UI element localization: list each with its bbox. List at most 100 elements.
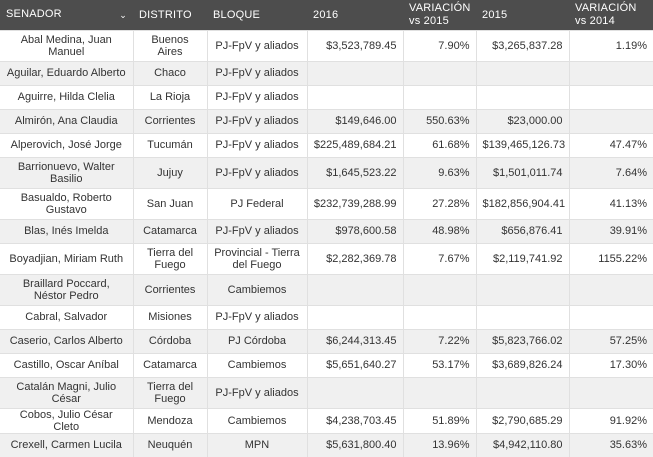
distrito-cell: San Juan [133,187,208,219]
table-row: Barrionuevo, Walter Basilio Jujuy PJ-FpV y… [0,156,653,188]
variacion-2015-cell: 7.22% [403,328,477,353]
value-2015-cell: $4,942,110.80 [476,432,570,457]
variacion-2014-cell [569,376,653,408]
variacion-2014-cell: 41.13% [569,187,653,219]
variacion-2014-cell [569,108,653,133]
column-header-distrito[interactable]: DISTRITO [139,8,192,21]
variacion-2015-cell: 550.63% [403,108,477,133]
variacion-2015-cell: 7.90% [403,29,477,61]
value-2015-cell [476,60,570,85]
value-2016-cell: $2,282,369.78 [307,242,404,274]
chevron-down-icon[interactable]: ⌄ [119,10,127,21]
senador-cell: Blas, Inés Imelda [0,218,134,243]
value-2016-cell: $232,739,288.99 [307,187,404,219]
table-row: Aguilar, Eduardo Alberto Chaco PJ-FpV y al… [0,60,653,85]
value-2015-cell: $5,823,766.02 [476,328,570,353]
variacion-2015-cell: 7.67% [403,242,477,274]
distrito-cell: Mendoza [133,407,208,433]
variacion-2015-cell: 48.98% [403,218,477,243]
variacion-2015-cell: 51.89% [403,407,477,433]
variacion-2014-cell [569,60,653,85]
column-header-bloque[interactable]: BLOQUE [213,8,261,21]
bloque-cell: PJ-FpV y aliados [207,218,308,243]
bloque-cell: PJ-FpV y aliados [207,29,308,61]
value-2016-cell [307,376,404,408]
value-2016-cell [307,84,404,109]
table-row: Abal Medina, Juan Manuel Buenos Aires PJ-F… [0,29,653,61]
value-2015-cell: $2,119,741.92 [476,242,570,274]
distrito-cell: La Rioja [133,84,208,109]
table-row: Cobos, Julio César Cleto Mendoza Cambiemos… [0,407,653,433]
value-2015-cell: $182,856,904.41 [476,187,570,219]
value-2016-cell [307,304,404,329]
variacion-2014-cell: 1155.22% [569,242,653,274]
bloque-cell: Cambiemos [207,407,308,433]
table-row: Caserio, Carlos Alberto Córdoba PJ Córdoba… [0,328,653,353]
variacion-2014-cell [569,273,653,305]
bloque-cell: Provincial - Tierra del Fuego [207,242,308,274]
variacion-2015-cell [403,60,477,85]
table-row: Catalán Magni, Julio César Tierra del Fue… [0,376,653,408]
distrito-cell: Buenos Aires [133,29,208,61]
senador-cell: Alperovich, José Jorge [0,132,134,157]
variacion-2015-cell [403,304,477,329]
variacion-2014-cell: 35.63% [569,432,653,457]
table-header-row: SENADOR ⌄ DISTRITO BLOQUE 2016 VARIACIÓN… [0,0,653,30]
senador-cell: Basualdo, Roberto Gustavo [0,187,134,219]
distrito-cell: Tierra del Fuego [133,242,208,274]
value-2016-cell: $978,600.58 [307,218,404,243]
senador-cell: Boyadjian, Miriam Ruth [0,242,134,274]
value-2016-cell: $5,631,800.40 [307,432,404,457]
variacion-2015-cell [403,273,477,305]
distrito-cell: Córdoba [133,328,208,353]
variacion-2014-cell: 57.25% [569,328,653,353]
variacion-2015-cell: 13.96% [403,432,477,457]
value-2015-cell: $3,265,837.28 [476,29,570,61]
value-2016-cell: $225,489,684.21 [307,132,404,157]
distrito-cell: Corrientes [133,273,208,305]
senador-cell: Crexell, Carmen Lucila [0,432,134,457]
value-2015-cell: $2,790,685.29 [476,407,570,433]
senador-cell: Cobos, Julio César Cleto [0,407,134,433]
column-header-2015[interactable]: 2015 [482,8,508,21]
column-header-label: VARIACIÓN vs 2014 [575,1,637,27]
value-2015-cell: $1,501,011.74 [476,156,570,188]
distrito-cell: Catamarca [133,218,208,243]
bloque-cell: PJ-FpV y aliados [207,84,308,109]
senador-cell: Almirón, Ana Claudia [0,108,134,133]
bloque-cell: PJ-FpV y aliados [207,304,308,329]
value-2015-cell: $656,876.41 [476,218,570,243]
distrito-cell: Jujuy [133,156,208,188]
table-row: Alperovich, José Jorge Tucumán PJ-FpV y al… [0,132,653,157]
distrito-cell: Catamarca [133,352,208,377]
table-row: Castillo, Oscar Aníbal Catamarca Cambiemos… [0,352,653,377]
table-row: Crexell, Carmen Lucila Neuquén MPN $5,631,8… [0,432,653,457]
bloque-cell: PJ-FpV y aliados [207,60,308,85]
value-2016-cell: $149,646.00 [307,108,404,133]
variacion-2014-cell [569,84,653,109]
senador-cell: Castillo, Oscar Aníbal [0,352,134,377]
bloque-cell: PJ-FpV y aliados [207,156,308,188]
bloque-cell: Cambiemos [207,352,308,377]
table-row: Boyadjian, Miriam Ruth Tierra del Fuego Pr… [0,242,653,274]
senador-cell: Abal Medina, Juan Manuel [0,29,134,61]
variacion-2015-cell: 53.17% [403,352,477,377]
variacion-2014-cell [569,304,653,329]
bloque-cell: PJ-FpV y aliados [207,376,308,408]
table-row: Cabral, Salvador Misiones PJ-FpV y aliados [0,304,653,329]
value-2015-cell: $3,689,826.24 [476,352,570,377]
bloque-cell: PJ-FpV y aliados [207,132,308,157]
column-header-2016[interactable]: 2016 [313,8,339,21]
column-header-variacion-2014[interactable]: VARIACIÓN vs 2014 [569,0,653,30]
value-2015-cell [476,273,570,305]
senador-cell: Aguirre, Hilda Clelia [0,84,134,109]
distrito-cell: Neuquén [133,432,208,457]
value-2016-cell: $5,651,640.27 [307,352,404,377]
column-header-senador[interactable]: SENADOR ⌄ [0,0,133,30]
variacion-2014-cell: 17.30% [569,352,653,377]
column-header-variacion-2015[interactable]: VARIACIÓN vs 2015 [403,0,476,30]
senador-cell: Braillard Poccard, Néstor Pedro [0,273,134,305]
variacion-2014-cell: 91.92% [569,407,653,433]
variacion-2014-cell: 1.19% [569,29,653,61]
